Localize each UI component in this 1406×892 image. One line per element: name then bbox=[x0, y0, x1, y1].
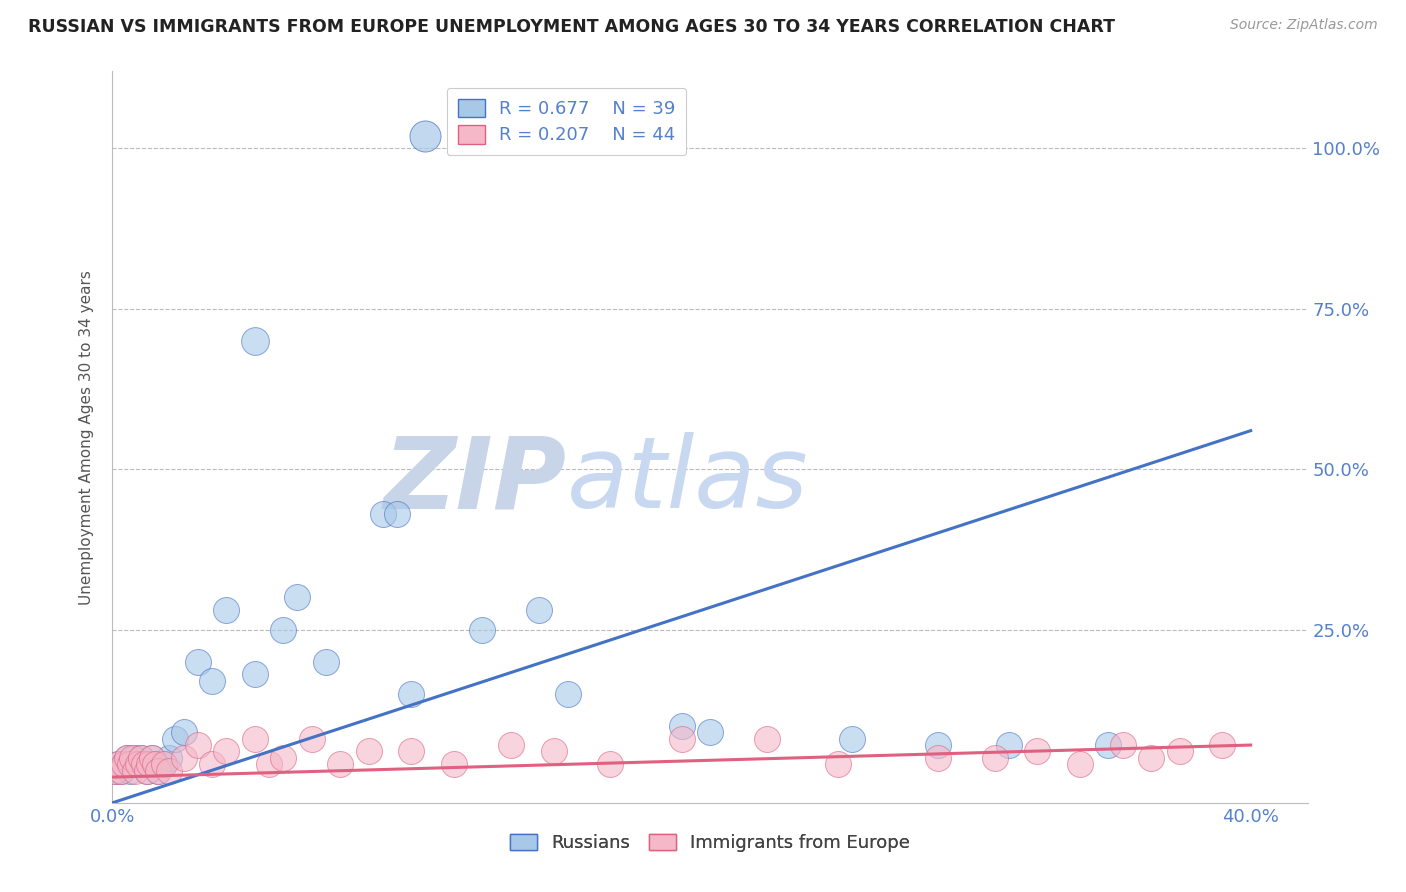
Point bbox=[173, 751, 195, 765]
Point bbox=[104, 764, 127, 778]
Point bbox=[257, 757, 280, 772]
Point bbox=[124, 751, 146, 765]
Point bbox=[215, 603, 238, 617]
Point bbox=[301, 731, 323, 746]
Point bbox=[124, 764, 146, 778]
Point bbox=[121, 751, 143, 765]
Point bbox=[143, 757, 166, 772]
Point bbox=[135, 764, 157, 778]
Point bbox=[135, 764, 157, 778]
Point bbox=[187, 655, 209, 669]
Point bbox=[132, 757, 155, 772]
Point bbox=[187, 738, 209, 752]
Point bbox=[557, 687, 579, 701]
Point bbox=[1140, 751, 1163, 765]
Point bbox=[699, 725, 721, 739]
Point bbox=[173, 725, 195, 739]
Point bbox=[201, 757, 224, 772]
Point bbox=[415, 128, 437, 143]
Point bbox=[827, 757, 849, 772]
Point bbox=[443, 757, 465, 772]
Point bbox=[1097, 738, 1119, 752]
Point bbox=[127, 757, 149, 772]
Point bbox=[543, 744, 565, 758]
Point bbox=[152, 757, 174, 772]
Point bbox=[201, 673, 224, 688]
Point bbox=[107, 757, 129, 772]
Point bbox=[152, 757, 174, 772]
Point bbox=[115, 751, 138, 765]
Point bbox=[357, 744, 380, 758]
Point bbox=[138, 757, 160, 772]
Point bbox=[104, 764, 127, 778]
Point bbox=[121, 757, 143, 772]
Point bbox=[998, 738, 1021, 752]
Point bbox=[138, 757, 160, 772]
Text: Source: ZipAtlas.com: Source: ZipAtlas.com bbox=[1230, 18, 1378, 32]
Point bbox=[529, 603, 551, 617]
Point bbox=[157, 751, 180, 765]
Point bbox=[110, 764, 132, 778]
Point bbox=[143, 757, 166, 772]
Point bbox=[983, 751, 1005, 765]
Point bbox=[127, 757, 149, 772]
Point bbox=[110, 764, 132, 778]
Point bbox=[129, 751, 152, 765]
Point bbox=[157, 764, 180, 778]
Point bbox=[215, 744, 238, 758]
Point bbox=[112, 757, 135, 772]
Point bbox=[141, 751, 163, 765]
Point bbox=[471, 623, 494, 637]
Point bbox=[401, 687, 423, 701]
Point bbox=[1111, 738, 1133, 752]
Point bbox=[287, 591, 309, 605]
Y-axis label: Unemployment Among Ages 30 to 34 years: Unemployment Among Ages 30 to 34 years bbox=[79, 269, 94, 605]
Point bbox=[1026, 744, 1049, 758]
Point bbox=[385, 507, 408, 521]
Point bbox=[165, 731, 187, 746]
Point bbox=[499, 738, 522, 752]
Point bbox=[146, 764, 169, 778]
Point bbox=[141, 751, 163, 765]
Point bbox=[271, 751, 294, 765]
Point bbox=[599, 757, 621, 772]
Point bbox=[329, 757, 352, 772]
Point bbox=[1168, 744, 1191, 758]
Point bbox=[112, 757, 135, 772]
Point bbox=[755, 731, 778, 746]
Point bbox=[115, 751, 138, 765]
Point bbox=[671, 719, 693, 733]
Point bbox=[243, 667, 266, 681]
Point bbox=[671, 731, 693, 746]
Point bbox=[1211, 738, 1233, 752]
Point bbox=[146, 764, 169, 778]
Text: atlas: atlas bbox=[567, 433, 808, 530]
Point bbox=[243, 334, 266, 348]
Point bbox=[243, 731, 266, 746]
Point bbox=[841, 731, 863, 746]
Point bbox=[927, 738, 949, 752]
Text: RUSSIAN VS IMMIGRANTS FROM EUROPE UNEMPLOYMENT AMONG AGES 30 TO 34 YEARS CORRELA: RUSSIAN VS IMMIGRANTS FROM EUROPE UNEMPL… bbox=[28, 18, 1115, 36]
Text: ZIP: ZIP bbox=[384, 433, 567, 530]
Point bbox=[315, 655, 337, 669]
Point bbox=[271, 623, 294, 637]
Point bbox=[118, 764, 141, 778]
Point bbox=[401, 744, 423, 758]
Point bbox=[118, 757, 141, 772]
Point bbox=[129, 751, 152, 765]
Point bbox=[132, 757, 155, 772]
Legend: Russians, Immigrants from Europe: Russians, Immigrants from Europe bbox=[503, 827, 917, 860]
Point bbox=[107, 757, 129, 772]
Point bbox=[1069, 757, 1091, 772]
Point bbox=[927, 751, 949, 765]
Point bbox=[371, 507, 394, 521]
